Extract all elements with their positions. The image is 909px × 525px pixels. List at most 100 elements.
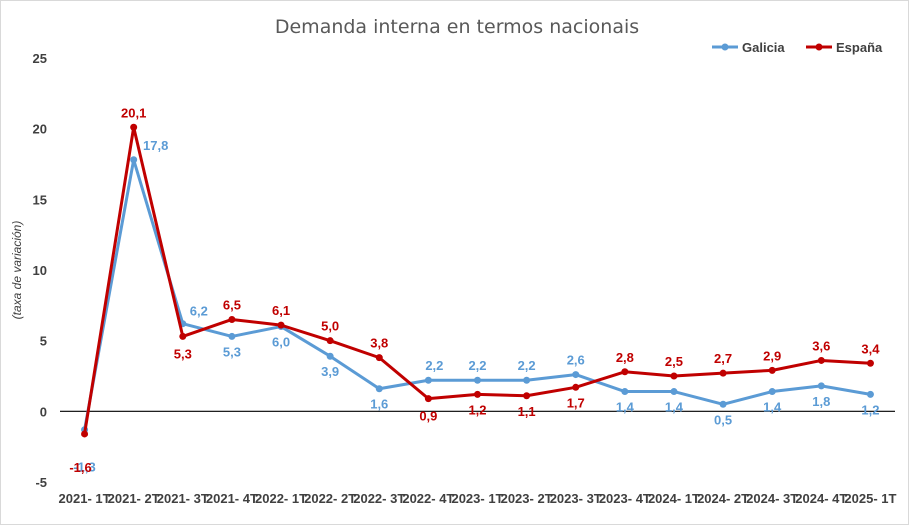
x-tick-label: 2023- 3T [550,491,602,506]
data-label: 5,3 [174,346,192,361]
data-point [670,372,678,380]
data-point [572,383,580,391]
data-label: 3,9 [321,364,339,379]
x-tick-label: 2024- 3T [746,491,798,506]
data-label: 0,9 [419,409,437,424]
x-tick-label: 2022- 2T [304,491,356,506]
data-point [228,332,236,340]
y-tick-label: 0 [40,404,47,419]
data-label: 1,6 [370,397,388,412]
data-point [375,354,383,362]
y-tick-label: 5 [40,334,47,349]
x-tick-label: 2023- 1T [451,491,503,506]
data-label: -1,6 [69,460,91,475]
data-point [866,359,874,367]
data-label: 2,2 [468,358,486,373]
data-point [523,376,531,384]
data-point [523,392,531,400]
data-point [81,430,89,438]
x-tick-label: 2021- 4T [206,491,258,506]
data-label: 2,9 [763,348,781,363]
data-label: 2,7 [714,351,732,366]
x-tick-label: 2024- 1T [648,491,700,506]
data-point [326,352,334,360]
x-tick-label: 2021- 2T [108,491,160,506]
y-tick-label: 25 [33,51,47,66]
y-tick-label: 20 [33,122,47,137]
legend-label: Galicia [742,40,785,55]
x-tick-label: 2022- 3T [353,491,405,506]
data-point [474,376,481,384]
data-label: 6,1 [272,303,290,318]
x-tick-label: 2024- 2T [697,491,749,506]
x-tick-label: 2023- 2T [501,491,553,506]
data-label: 2,2 [425,358,443,373]
data-label: 5,0 [321,319,339,334]
data-point [130,123,138,131]
data-point [179,332,187,340]
data-label: 2,6 [567,353,585,368]
x-tick-label: 2025- 1T [844,491,896,506]
data-point [719,369,727,377]
data-point [424,395,432,403]
data-point [228,315,236,323]
data-point [621,388,629,396]
data-label: 1,4 [763,400,782,415]
data-label: 1,8 [812,394,830,409]
y-tick-label: -5 [35,475,47,490]
data-point [130,156,138,164]
data-label: 2,2 [518,358,536,373]
x-tick-label: 2023- 4T [599,491,651,506]
x-tick-label: 2024- 4T [795,491,847,506]
x-tick-label: 2022- 1T [255,491,307,506]
data-label: 20,1 [121,105,146,120]
data-label: -1,3 [73,460,95,475]
data-label: 0,5 [714,412,732,427]
data-label: 6,5 [223,297,241,312]
data-point [670,388,678,396]
x-tick-label: 2022- 4T [402,491,454,506]
chart-title: Demanda interna en termos nacionais [275,16,639,38]
data-point [817,382,825,390]
y-axis-label: (taxa de variación) [10,221,24,320]
data-point [474,390,481,398]
data-point [817,356,825,364]
data-label: 3,6 [812,338,830,353]
data-label: 5,3 [223,344,241,359]
data-label: 1,1 [518,404,536,419]
x-tick-label: 2021- 1T [59,491,111,506]
data-label: 3,4 [861,341,880,356]
data-label: 1,2 [468,402,486,417]
data-point [621,368,629,376]
data-point [326,337,334,345]
data-label: 1,4 [616,400,635,415]
data-label: 6,0 [272,335,290,350]
legend: Galicia España [712,40,883,55]
data-point [719,400,727,408]
data-label-layer: -1,3 17,8 6,2 5,3 6,0 3,9 1,6 2,2 2,2 2,2 2,6 1,4 1,… [69,105,880,475]
data-point [866,390,874,398]
data-label: 6,2 [190,304,208,319]
data-point [424,376,432,384]
legend-swatch-marker [815,43,823,51]
data-label: 1,7 [567,395,585,410]
legend-label: España [836,40,883,55]
data-point [572,371,580,379]
data-point [375,385,383,393]
data-point [768,388,776,396]
data-label: 17,8 [143,138,168,153]
data-label: 1,2 [861,402,879,417]
data-label: 3,8 [370,336,388,351]
series-layer [81,123,874,438]
data-label: 1,4 [665,400,684,415]
data-point [768,366,776,374]
data-label: 2,8 [616,350,634,365]
data-point [277,321,285,329]
y-tick-label: 15 [33,192,47,207]
y-tick-label: 10 [33,263,47,278]
legend-swatch-marker [721,43,729,51]
x-tick-label: 2021- 3T [157,491,209,506]
